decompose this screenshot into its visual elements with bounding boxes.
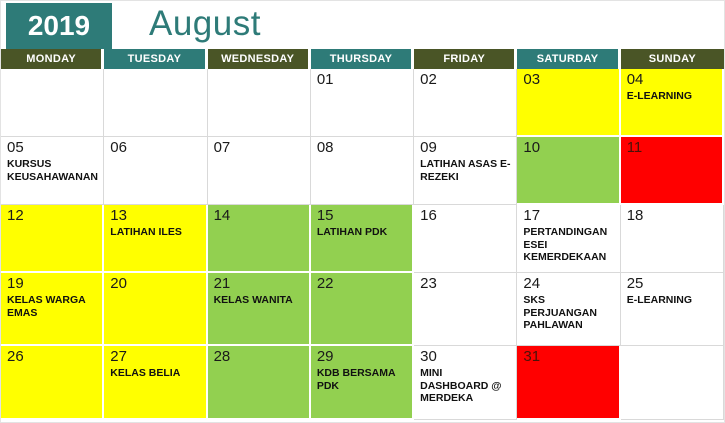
event-label: SKS PERJUANGAN PAHLAWAN [523,294,597,331]
day-header-friday: FRIDAY [414,49,518,69]
date-number: 24 [523,275,541,292]
calendar-cell-20: 20 [104,273,208,346]
calendar-cell-31: 31 [517,346,621,420]
calendar-cell-03: 03 [517,69,621,137]
date-number: 29 [316,348,334,365]
calendar-cell-empty [1,69,105,137]
calendar-cell-17: 17 PERTANDINGAN ESEI KEMERDEKAAN [517,205,621,273]
date-number: 05 [7,139,24,156]
day-header-saturday: SATURDAY [517,49,621,69]
date-number: 12 [7,207,24,224]
calendar-cell-28: 28 [207,346,311,420]
date-number: 04 [626,71,644,88]
calendar-banner: 2019 August [1,1,724,49]
event-label: KELAS BELIA [110,367,181,379]
calendar-cell-empty [620,346,724,420]
calendar-cell-22: 22 [310,273,415,346]
date-number: 16 [420,207,437,224]
calendar-cell-11: 11 [620,137,724,205]
calendar-grid: 01 02 03 04 E-LEARNING 05 KURSUS KEUSAHAWANAN 0… [1,69,724,420]
date-number: 22 [316,275,334,292]
calendar-cell-14: 14 [207,205,311,273]
calendar-cell-25: 25 E-LEARNING [620,273,724,346]
calendar-cell-23: 23 [414,273,518,346]
calendar-cell-09: 09 LATIHAN ASAS E-REZEKI [414,137,518,205]
month-title: August [149,4,261,43]
calendar-cell-10: 10 [517,137,621,205]
event-label: PERTANDINGAN ESEI KEMERDEKAAN [523,226,608,263]
year-label: 2019 [27,10,91,41]
event-label: E-LEARNING [626,90,693,102]
day-header-monday: MONDAY [1,49,105,69]
calendar-cell-04: 04 E-LEARNING [620,69,724,137]
year-badge: 2019 [6,3,112,49]
calendar-cell-26: 26 [1,346,105,420]
day-header-tuesday: TUESDAY [104,49,208,69]
date-number: 03 [523,71,541,88]
date-number: 11 [626,139,643,156]
date-number: 30 [420,348,437,365]
calendar-cell-empty [207,69,311,137]
calendar-cell-24: 24 SKS PERJUANGAN PAHLAWAN [517,273,621,346]
date-number: 01 [316,71,334,88]
calendar-cell-02: 02 [414,69,518,137]
day-header-sunday: SUNDAY [620,49,724,69]
calendar-cell-19: 19 KELAS WARGA EMAS [1,273,105,346]
date-number: 07 [213,139,231,156]
event-label: KURSUS KEUSAHAWANAN [7,158,99,183]
date-number: 13 [110,207,127,224]
event-label: KDB BERSAMA PDK [316,367,396,392]
date-number: 26 [7,348,24,365]
calendar-cell-27: 27 KELAS BELIA [104,346,208,420]
calendar-cell-07: 07 [207,137,311,205]
day-header-wednesday: WEDNESDAY [207,49,311,69]
date-number: 21 [213,275,231,292]
date-number: 06 [110,139,127,156]
day-header-thursday: THURSDAY [310,49,415,69]
date-number: 31 [523,348,541,365]
date-number: 08 [316,139,334,156]
calendar-cell-21: 21 KELAS WANITA [207,273,311,346]
calendar-cell-05: 05 KURSUS KEUSAHAWANAN [1,137,105,205]
calendar-cell-18: 18 [620,205,724,273]
calendar-cell-12: 12 [1,205,105,273]
calendar-cell-15: 15 LATIHAN PDK [310,205,415,273]
event-label: LATIHAN ASAS E-REZEKI [420,158,511,183]
calendar-cell-06: 06 [104,137,208,205]
day-header-row: MONDAY TUESDAY WEDNESDAY THURSDAY FRIDAY SATU… [1,49,724,69]
date-number: 10 [523,139,541,156]
date-number: 19 [7,275,24,292]
calendar-cell-01: 01 [310,69,415,137]
date-number: 27 [110,348,127,365]
date-number: 20 [110,275,127,292]
date-number: 14 [213,207,231,224]
event-label: LATIHAN PDK [316,226,388,238]
event-label: E-LEARNING [626,294,693,306]
date-number: 25 [626,275,644,292]
date-number: 17 [523,207,541,224]
calendar-cell-08: 08 [310,137,415,205]
event-label: KELAS WANITA [213,294,293,306]
calendar-cell-29: 29 KDB BERSAMA PDK [310,346,415,420]
calendar-cell-30: 30 MINI DASHBOARD @ MERDEKA [414,346,518,420]
date-number: 15 [316,207,334,224]
date-number: 23 [420,275,437,292]
event-label: LATIHAN ILES [110,226,182,238]
event-label: MINI DASHBOARD @ MERDEKA [420,367,502,404]
calendar-cell-13: 13 LATIHAN ILES [104,205,208,273]
date-number: 09 [420,139,437,156]
date-number: 02 [420,71,437,88]
date-number: 18 [626,207,644,224]
date-number: 28 [213,348,231,365]
calendar-cell-empty [104,69,208,137]
event-label: KELAS WARGA EMAS [7,294,86,319]
calendar-cell-16: 16 [414,205,518,273]
